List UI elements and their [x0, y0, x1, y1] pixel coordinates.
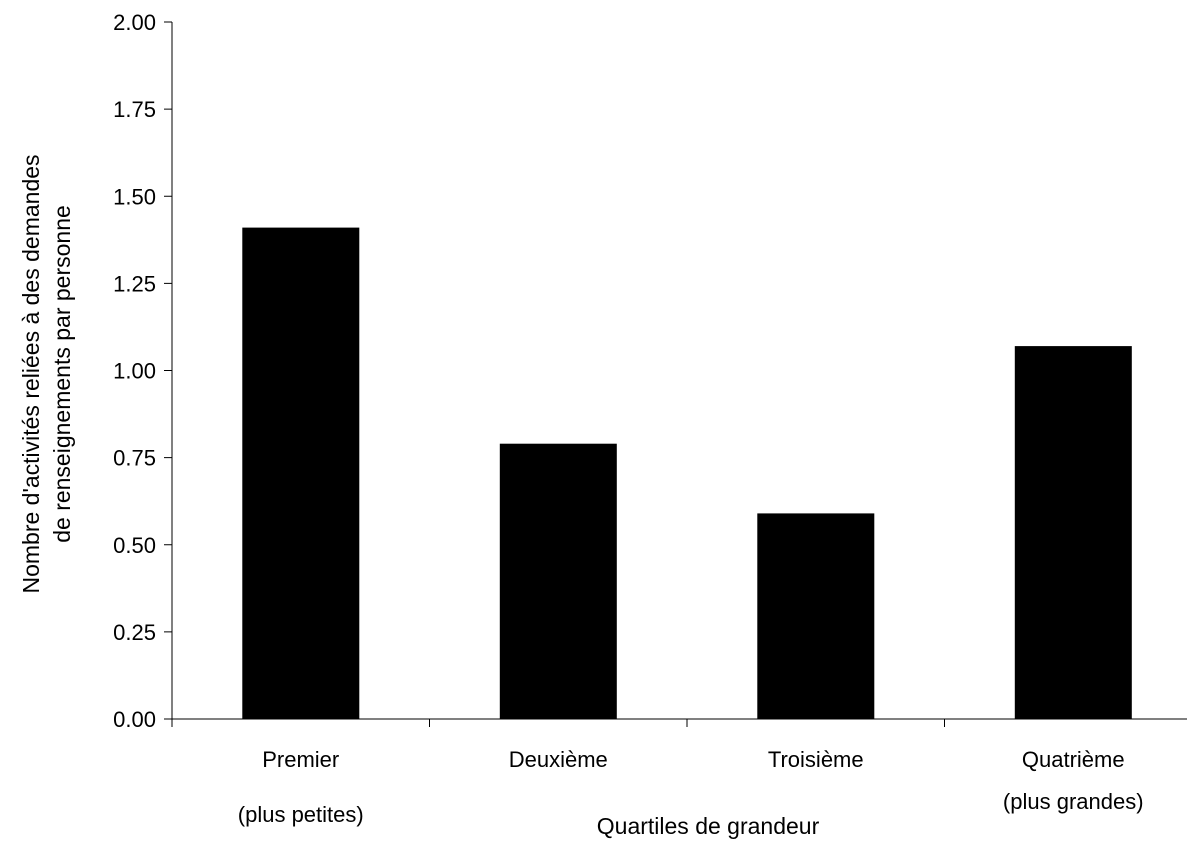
category-label: Troisième [768, 747, 864, 772]
category-sublabel: (plus grandes) [1003, 789, 1144, 814]
y-tick-label: 0.75 [113, 446, 156, 471]
y-axis-title-line1: Nombre d'activités reliées à des demande… [18, 154, 44, 593]
y-tick-label: 1.50 [113, 184, 156, 209]
bar-4 [1014, 346, 1132, 719]
category-label: Deuxième [509, 747, 608, 772]
y-tick-label: 2.00 [113, 10, 156, 35]
category-label: Quatrième [1022, 747, 1125, 772]
category-label: Premier [262, 747, 339, 772]
y-tick-label: 0.25 [113, 620, 156, 645]
axes-group [164, 22, 1187, 727]
y-tick-label: 1.75 [113, 97, 156, 122]
x-axis-title: Quartiles de grandeur [597, 813, 820, 839]
x-labels-group: Premier (plus petites) Deuxième Troisième Qu… [238, 747, 1144, 827]
y-tick-label: 0.00 [113, 707, 156, 732]
bars-group [242, 227, 1132, 719]
y-tick-label: 1.00 [113, 359, 156, 384]
bar-1 [242, 227, 360, 719]
category-sublabel: (plus petites) [238, 802, 364, 827]
bar-3 [757, 513, 875, 719]
y-ticks-group: 0.00 0.25 0.50 0.75 1.00 1.25 1.50 1.75 2.00 [113, 10, 172, 732]
y-tick-label: 1.25 [113, 271, 156, 296]
y-axis-title-line2: de renseignements par personne [49, 205, 75, 543]
bar-2 [499, 443, 617, 719]
y-tick-label: 0.50 [113, 533, 156, 558]
